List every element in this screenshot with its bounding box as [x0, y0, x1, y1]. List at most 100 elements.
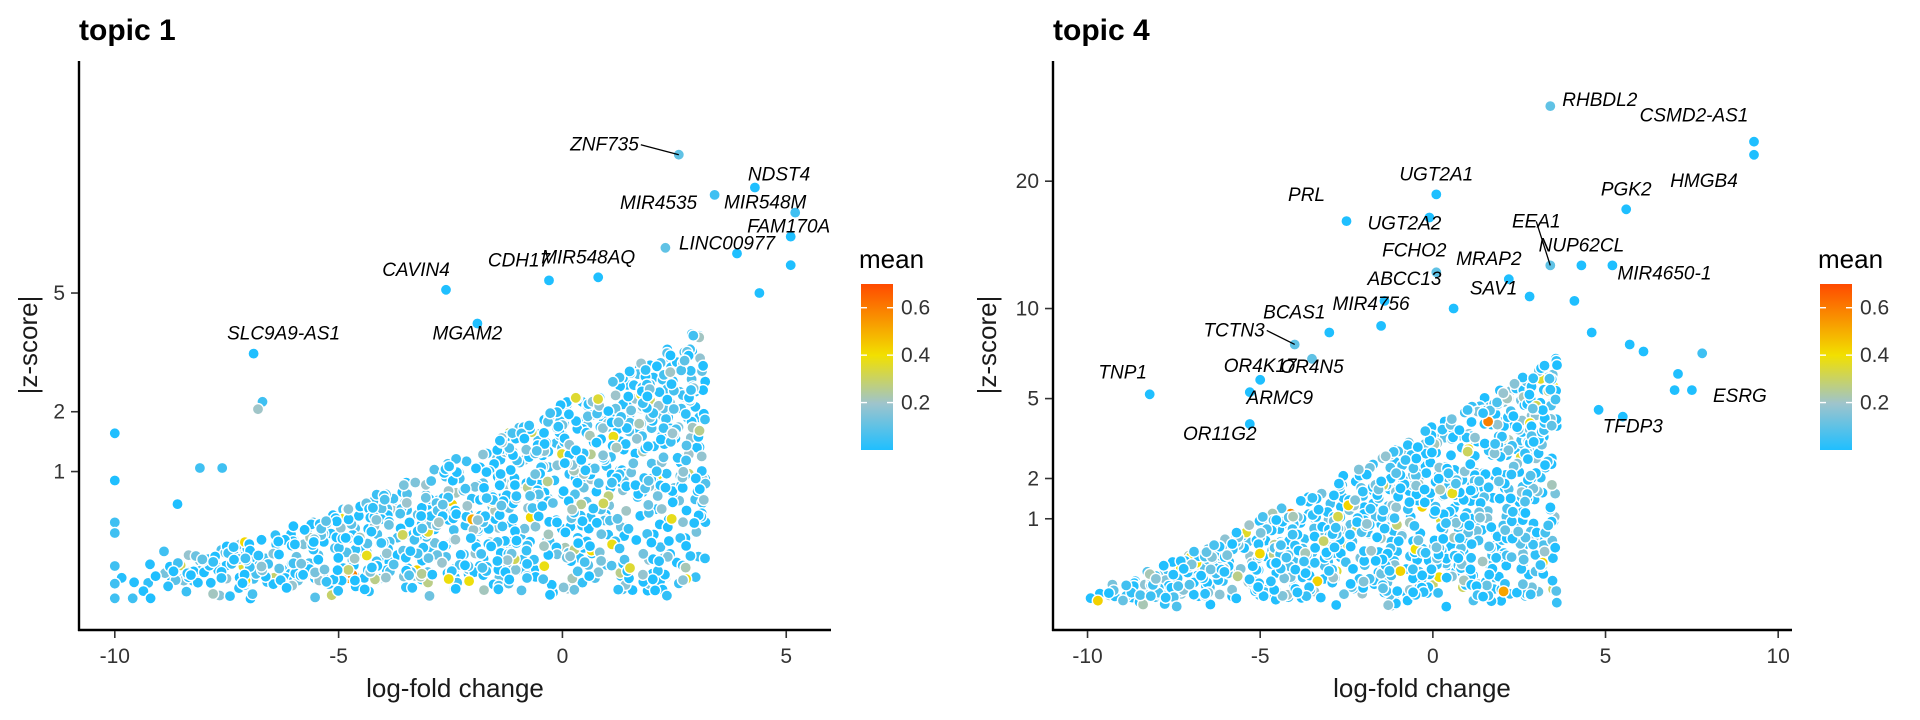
data-point — [432, 516, 446, 529]
labeled-data-point — [708, 188, 721, 202]
data-point — [360, 549, 374, 562]
labeled-data-point — [1305, 352, 1319, 366]
data-point — [1200, 545, 1213, 559]
data-point — [520, 544, 533, 557]
data-point — [1294, 494, 1308, 508]
labeled-data-point — [730, 247, 744, 260]
data-point — [1453, 531, 1466, 545]
data-point — [1144, 589, 1158, 603]
data-point — [1523, 290, 1536, 303]
data-point — [665, 377, 678, 391]
data-point — [422, 551, 435, 565]
data-point — [1524, 469, 1537, 483]
data-point — [236, 576, 249, 590]
data-point — [331, 563, 344, 577]
data-point — [1344, 540, 1357, 553]
data-point — [435, 556, 449, 570]
data-point — [379, 571, 393, 584]
data-point — [611, 583, 625, 596]
data-point — [1439, 516, 1453, 530]
data-point — [657, 450, 670, 464]
data-point — [1256, 510, 1270, 524]
data-point — [1218, 565, 1231, 579]
y-tick-label: 2 — [1027, 468, 1039, 491]
data-point — [1476, 406, 1490, 420]
data-point — [1102, 586, 1116, 600]
data-point — [318, 563, 331, 576]
data-point — [1410, 452, 1423, 465]
gene-label: TNP1 — [1098, 362, 1147, 383]
x-tick-label: 0 — [557, 645, 569, 668]
gene-label: MIR4756 — [1333, 294, 1411, 315]
data-point — [460, 499, 474, 513]
labeled-data-point — [1616, 410, 1630, 424]
legend-tick-label: 0.4 — [901, 344, 931, 367]
data-point — [462, 574, 476, 588]
data-point — [659, 241, 672, 255]
points-layer — [108, 148, 802, 605]
data-point — [650, 359, 664, 373]
data-point — [1428, 504, 1442, 518]
data-point — [184, 568, 198, 582]
data-point — [366, 501, 380, 515]
data-point — [1246, 559, 1259, 573]
data-point — [578, 555, 592, 569]
data-point — [1510, 420, 1524, 434]
data-point — [1264, 575, 1278, 588]
data-point — [400, 496, 414, 510]
gene-label: FAM170A — [747, 217, 830, 238]
data-point — [1213, 588, 1226, 601]
data-point — [679, 454, 693, 467]
data-point — [679, 539, 693, 553]
data-point — [1526, 538, 1540, 551]
data-point — [493, 434, 507, 448]
data-point — [1461, 445, 1474, 458]
label-leader-line — [1535, 221, 1551, 266]
x-axis-ticks: -10 -5 0 5 10 — [1072, 631, 1790, 668]
data-point — [639, 363, 652, 377]
data-point — [506, 512, 520, 525]
data-point — [522, 419, 536, 432]
data-point — [664, 365, 677, 379]
data-point — [223, 589, 237, 603]
data-point — [271, 535, 285, 548]
data-point — [149, 569, 162, 583]
data-point — [204, 576, 218, 590]
gene-label: UGT2A1 — [1399, 164, 1473, 185]
data-point — [1187, 545, 1201, 558]
labeled-data-point — [1619, 202, 1633, 216]
data-point — [590, 436, 603, 450]
labeled-data-point — [1544, 99, 1557, 113]
data-point — [1480, 579, 1494, 592]
data-point — [1492, 475, 1506, 488]
y-axis-ticks: 1 2 5 — [53, 282, 78, 484]
data-point — [1472, 474, 1486, 488]
labeled-data-point — [1374, 319, 1388, 333]
data-point — [1482, 568, 1496, 581]
data-point — [1425, 563, 1438, 576]
data-point — [515, 584, 528, 597]
data-point — [536, 499, 549, 513]
legend-tick-label: 0.4 — [1860, 344, 1890, 367]
data-point — [167, 565, 180, 578]
data-point — [1231, 570, 1244, 583]
data-point — [382, 518, 396, 532]
labeled-data-point — [542, 274, 556, 287]
data-point — [1452, 551, 1465, 565]
data-point — [1420, 466, 1433, 480]
data-point — [449, 582, 463, 596]
data-point — [287, 519, 300, 533]
data-point — [650, 464, 664, 478]
data-point — [330, 515, 344, 528]
data-point — [108, 516, 122, 529]
data-point — [108, 474, 122, 487]
data-point — [215, 461, 229, 475]
data-point — [689, 472, 703, 485]
data-point — [280, 581, 293, 595]
data-point — [636, 568, 650, 582]
data-point — [1369, 554, 1382, 568]
data-point — [1378, 522, 1391, 535]
legend-ticks: 0.2 0.4 0.6 — [1820, 297, 1890, 415]
data-point — [206, 555, 220, 569]
data-point — [1671, 367, 1685, 381]
